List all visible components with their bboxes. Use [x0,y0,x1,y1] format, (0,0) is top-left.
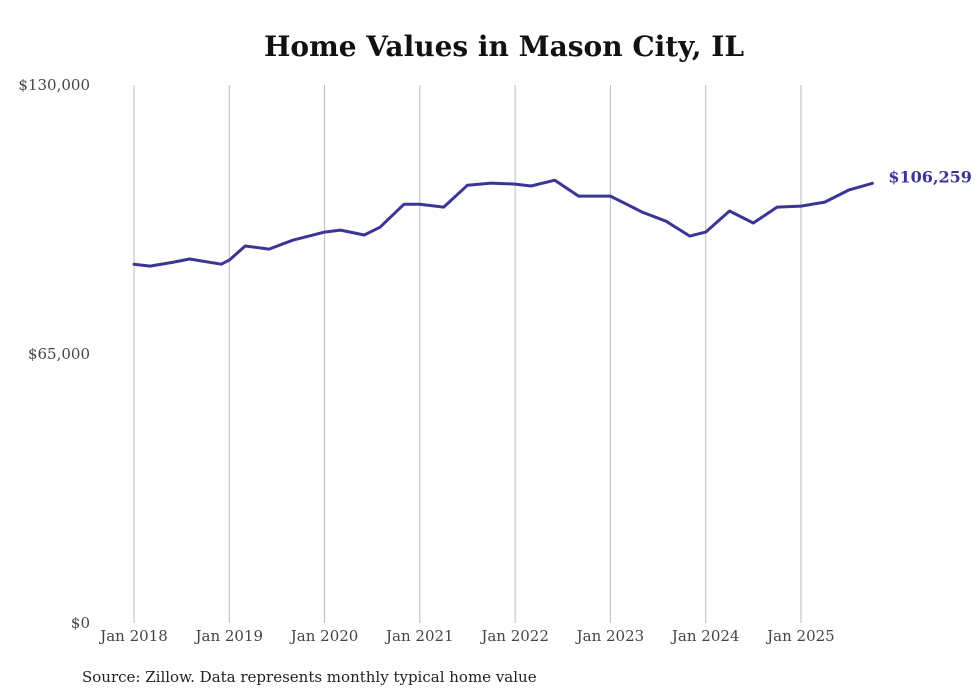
end-value-label: $106,259 [888,167,972,186]
x-tick-label: Jan 2025 [765,627,835,645]
x-tick-label: Jan 2019 [193,627,263,645]
chart-title: Home Values in Mason City, IL [263,30,745,63]
x-tick-label: Jan 2023 [575,627,645,645]
x-tick-label: Jan 2021 [384,627,454,645]
x-tick-label: Jan 2022 [479,627,549,645]
x-tick-label: Jan 2018 [98,627,168,645]
y-tick-label: $65,000 [28,345,90,363]
x-tick-label: Jan 2020 [289,627,359,645]
series-line [132,178,874,268]
source-note: Source: Zillow. Data represents monthly … [82,668,537,686]
y-tick-label: $130,000 [18,76,90,94]
y-tick-label: $0 [71,614,90,632]
x-tick-label: Jan 2024 [670,627,740,645]
